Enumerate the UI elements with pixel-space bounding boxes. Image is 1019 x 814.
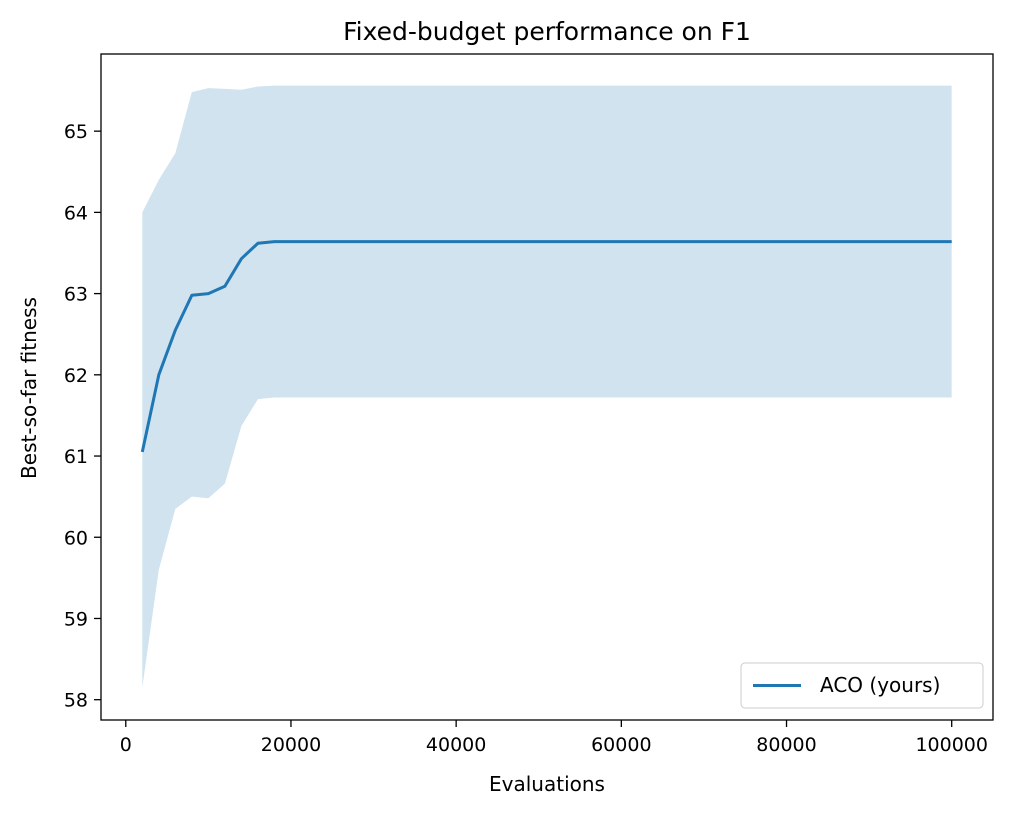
x-tick-label: 40000 xyxy=(426,734,486,756)
y-axis-ticks: 58 59 60 61 62 63 64 65 xyxy=(64,121,101,712)
plot-layer xyxy=(140,85,952,688)
series-band-0 xyxy=(142,85,952,688)
x-tick-label: 60000 xyxy=(591,734,651,756)
axes-frame xyxy=(100,53,994,721)
series-line-0 xyxy=(140,240,952,453)
y-tick-label: 63 xyxy=(64,284,88,306)
y-axis-label: Best-so-far fitness xyxy=(17,297,41,479)
y-tick-label: 64 xyxy=(64,202,88,224)
x-axis-ticks: 0 20000 40000 60000 80000 100000 xyxy=(120,720,988,756)
y-tick-label: 61 xyxy=(64,446,88,468)
chart-title: Fixed-budget performance on F1 xyxy=(343,17,751,46)
y-tick-label: 65 xyxy=(64,121,88,143)
x-axis-label: Evaluations xyxy=(489,772,605,796)
x-tick-label: 20000 xyxy=(261,734,321,756)
y-tick-label: 58 xyxy=(64,690,88,712)
y-tick-label: 59 xyxy=(64,608,88,630)
x-tick-label: 80000 xyxy=(756,734,816,756)
x-tick-label: 0 xyxy=(120,734,132,756)
legend-box xyxy=(740,662,984,709)
y-tick-label: 60 xyxy=(64,527,88,549)
legend: ACO (yours) xyxy=(740,662,984,709)
legend-label: ACO (yours) xyxy=(820,673,940,697)
x-tick-label: 100000 xyxy=(915,734,988,756)
y-tick-label: 62 xyxy=(64,365,88,387)
